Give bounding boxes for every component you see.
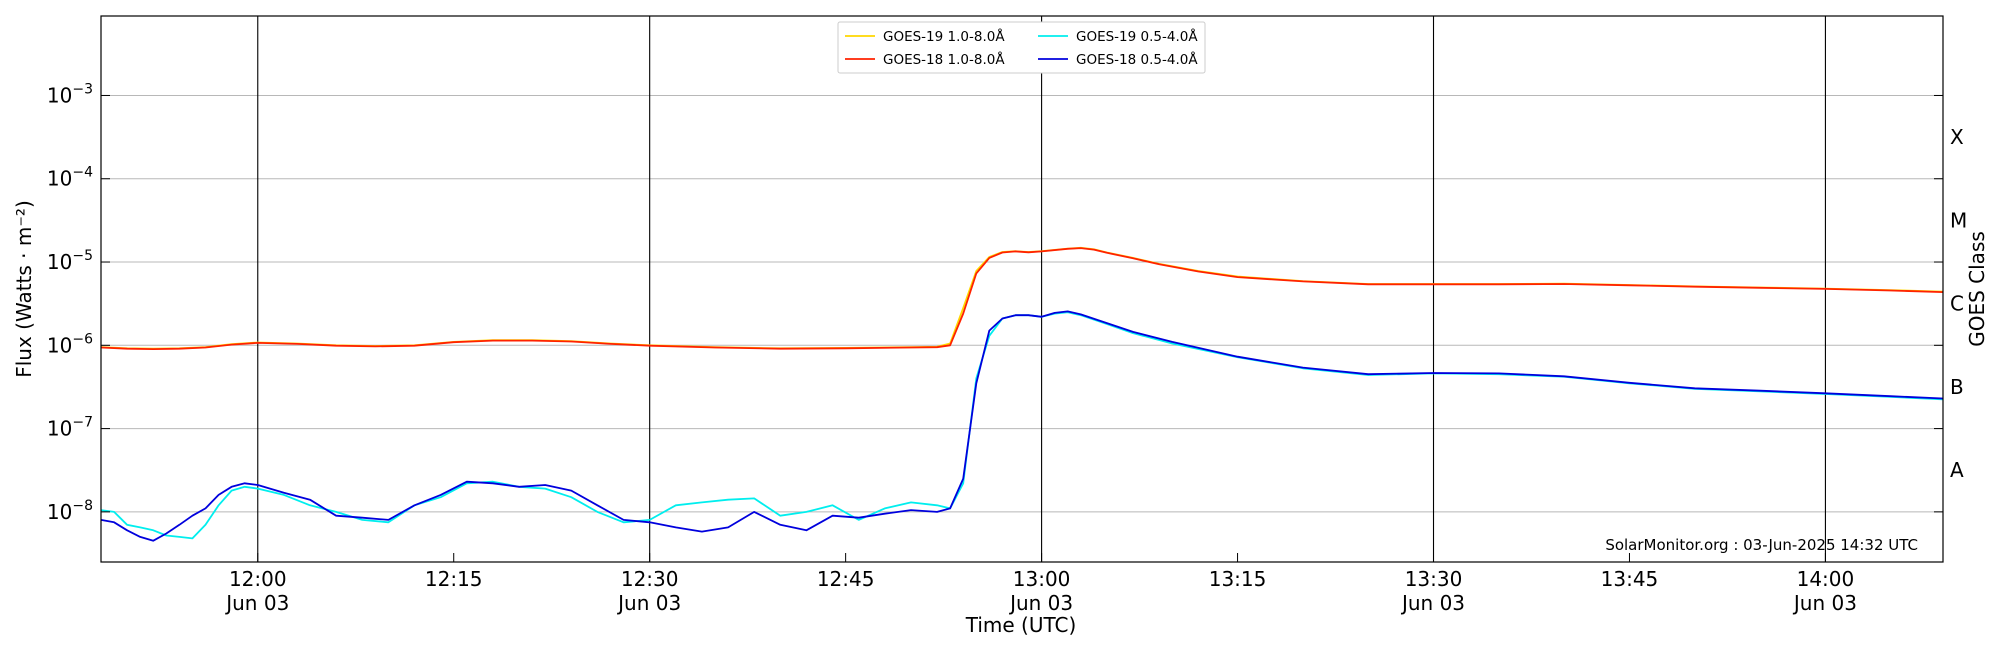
goes-class-label: X bbox=[1950, 125, 1964, 149]
series-line bbox=[100, 247, 1944, 350]
x-tick-label: 12:15 bbox=[425, 567, 483, 591]
y-tick-label: 10−5 bbox=[47, 248, 93, 274]
x-tick-label: 14:00 bbox=[1797, 567, 1855, 591]
x-tick-date-label: Jun 03 bbox=[1400, 591, 1465, 615]
goes-class-label: C bbox=[1950, 292, 1964, 316]
legend-label: GOES-19 0.5-4.0Å bbox=[1076, 28, 1198, 45]
x-tick-label: 13:45 bbox=[1601, 567, 1659, 591]
legend-label: GOES-18 1.0-8.0Å bbox=[883, 51, 1005, 68]
y-axis: 10−8 10−7 10−6 10−5 10−4 10−3 bbox=[47, 81, 1943, 524]
y-tick-label: 10−8 bbox=[47, 498, 93, 524]
series-layer bbox=[100, 246, 1944, 542]
y-axis-title: Flux (Watts · m⁻²) bbox=[12, 200, 36, 378]
x-tick-label: 12:45 bbox=[817, 567, 875, 591]
legend: GOES-19 1.0-8.0Å GOES-18 1.0-8.0Å GOES-19 … bbox=[837, 21, 1206, 74]
goes-class-label: A bbox=[1950, 458, 1964, 482]
x-tick-label: 13:00 bbox=[1013, 567, 1071, 591]
legend-box bbox=[837, 21, 1206, 74]
y2-axis-title: GOES Class bbox=[1965, 231, 1989, 347]
y-tick-label: 10−4 bbox=[47, 165, 93, 191]
goes-class-axis: A B C M X bbox=[1950, 125, 1967, 482]
plot-frame bbox=[100, 15, 1944, 563]
x-tick-label: 13:15 bbox=[1209, 567, 1267, 591]
vertical-marker-lines bbox=[257, 16, 1826, 562]
x-tick-date-label: Jun 03 bbox=[1792, 591, 1857, 615]
x-tick-label: 12:00 bbox=[229, 567, 287, 591]
y-tick-label: 10−7 bbox=[47, 415, 93, 441]
y-tick-label: 10−6 bbox=[47, 331, 93, 357]
credit-text: SolarMonitor.org : 03-Jun-2025 14:32 UTC bbox=[1605, 536, 1918, 554]
x-tick-label: 13:30 bbox=[1405, 567, 1463, 591]
series-line bbox=[100, 246, 1944, 350]
x-tick-date-label: Jun 03 bbox=[616, 591, 681, 615]
x-tick-date-label: Jun 03 bbox=[1008, 591, 1073, 615]
x-axis-title: Time (UTC) bbox=[965, 613, 1077, 637]
x-tick-date-label: Jun 03 bbox=[224, 591, 289, 615]
y-tick-label: 10−3 bbox=[47, 81, 93, 107]
legend-label: GOES-18 0.5-4.0Å bbox=[1076, 51, 1198, 68]
series-line bbox=[100, 310, 1944, 542]
goes-class-label: M bbox=[1950, 208, 1967, 232]
x-tick-label: 12:30 bbox=[621, 567, 679, 591]
grid-layer bbox=[101, 94, 1943, 513]
legend-label: GOES-19 1.0-8.0Å bbox=[883, 28, 1005, 45]
goes-class-label: B bbox=[1950, 375, 1964, 399]
